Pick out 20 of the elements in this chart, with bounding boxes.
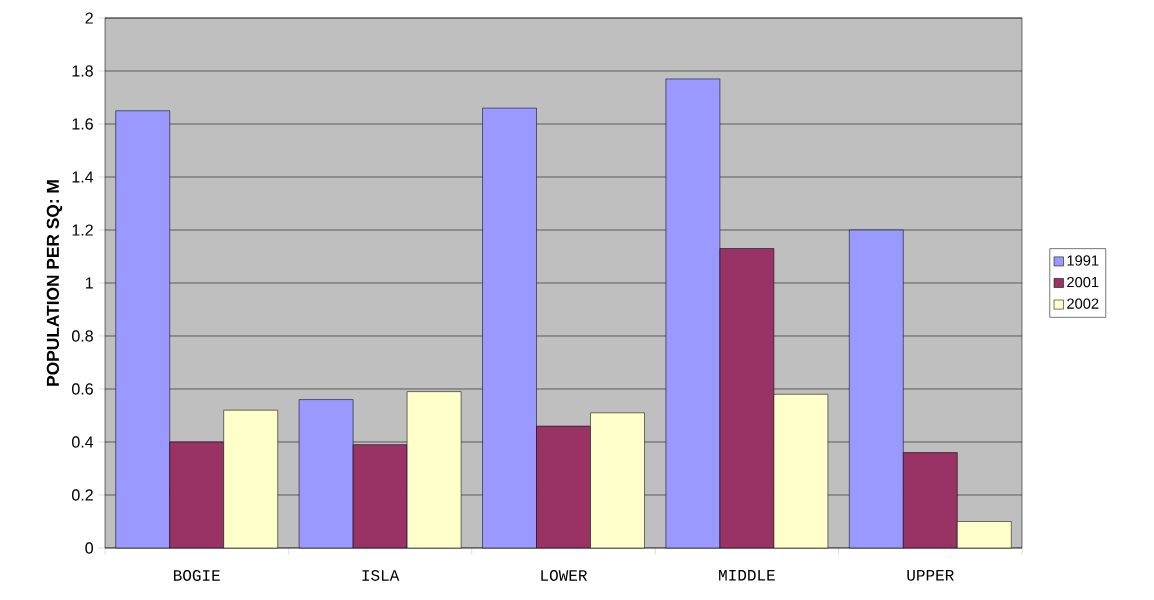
x-tick-label: MIDDLE xyxy=(719,570,775,581)
y-axis-title: POPULATION PER SQ: M xyxy=(46,180,63,386)
x-tick-label: LOWER xyxy=(541,570,588,581)
y-tick-label: 1 xyxy=(85,277,93,289)
x-tick-label: UPPER xyxy=(907,570,954,581)
legend-label: 1991 xyxy=(1067,255,1099,266)
y-tick-label: 1.6 xyxy=(72,118,93,130)
x-tick-label: BOGIE xyxy=(173,570,220,581)
y-tick-label: 1.8 xyxy=(72,65,93,77)
y-tick-label: 2 xyxy=(85,12,93,24)
y-tick-label: 0.2 xyxy=(72,489,93,501)
y-tick-label: 0 xyxy=(85,542,94,554)
y-tick-label: 0.6 xyxy=(72,383,93,395)
legend-label: 2002 xyxy=(1067,298,1099,309)
x-tick-label: ISLA xyxy=(362,570,400,581)
legend-label: 2001 xyxy=(1067,276,1099,288)
y-tick-label: 0.8 xyxy=(72,330,93,342)
y-tick-label: 0.4 xyxy=(72,436,94,448)
y-tick-label: 1.4 xyxy=(72,171,94,183)
y-tick-label: 1.2 xyxy=(72,224,93,236)
